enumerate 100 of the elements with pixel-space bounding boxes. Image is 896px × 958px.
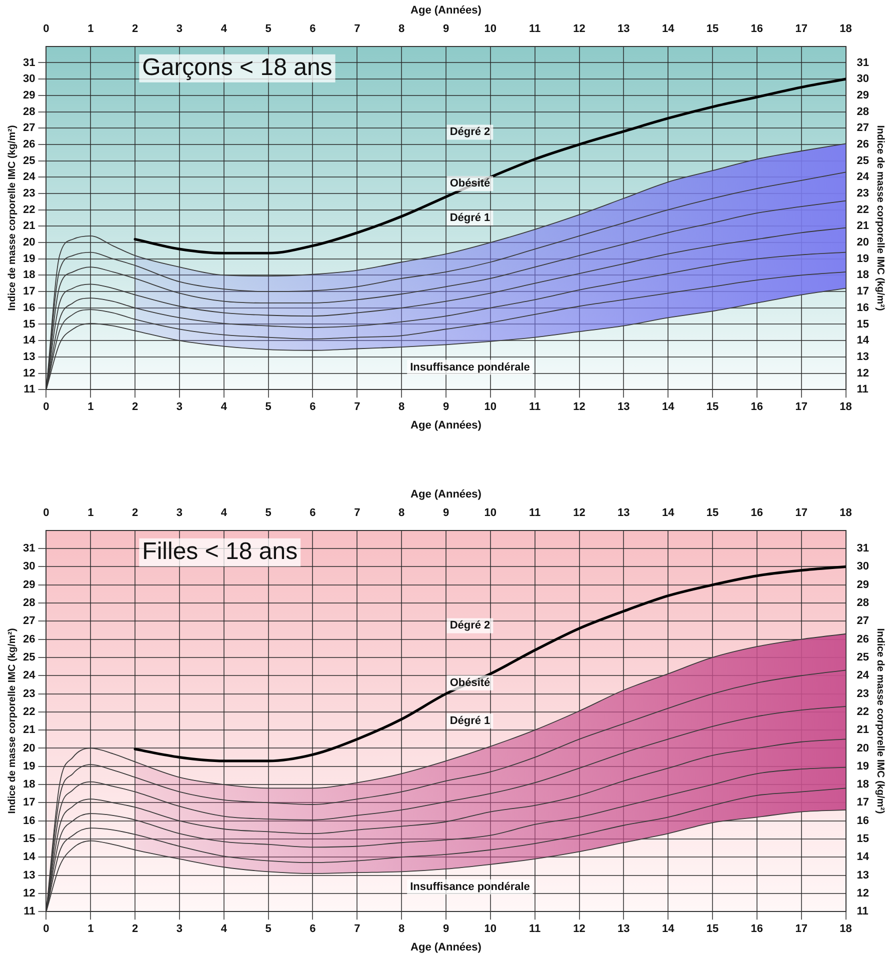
y2-tick-label: 18 (856, 778, 870, 791)
annotation: Obésité (450, 676, 490, 689)
y-tick-label: 18 (22, 778, 36, 791)
x-tick-label: 18 (840, 506, 852, 519)
x-tick-label: 3 (176, 506, 183, 519)
y2-tick-label: 17 (856, 286, 870, 298)
y2-tick-label: 16 (856, 302, 870, 314)
annotation: Dégré 1 (450, 715, 490, 728)
x2-tick-label: 16 (750, 923, 764, 936)
y-tick-label: 27 (22, 615, 36, 628)
x2-tick-label: 1 (88, 401, 94, 414)
x-tick-label: 12 (573, 22, 586, 35)
x-tick-label: 15 (706, 506, 719, 519)
x2-tick-label: 4 (220, 401, 228, 414)
y-tick-label: 28 (22, 597, 36, 610)
x-tick-label: 17 (795, 22, 808, 35)
x2-tick-label: 11 (529, 401, 541, 414)
y-tick-label: 29 (22, 89, 36, 102)
y2-tick-label: 29 (856, 89, 870, 102)
y2-tick-label: 25 (856, 154, 870, 167)
line-series (134, 565, 846, 762)
y-tick-label: 17 (22, 796, 36, 809)
y2-tick-label: 13 (856, 869, 870, 882)
y-tick-label: 24 (22, 670, 36, 682)
y2-tick-label: 28 (856, 106, 870, 118)
x2-tick-label: 8 (398, 923, 405, 936)
x-tick-label: 0 (43, 506, 50, 519)
x-tick-label: 17 (795, 506, 808, 519)
y-tick-label: 25 (22, 154, 36, 167)
x2-tick-label: 16 (750, 401, 764, 414)
x-tick-label: 10 (484, 22, 497, 35)
x-tick-label: 11 (529, 506, 541, 519)
x-tick-label: 13 (618, 22, 630, 35)
x2-tick-label: 0 (43, 923, 50, 936)
annotation: Insuffisance pondérale (410, 361, 530, 374)
x2-tick-label: 9 (442, 401, 450, 414)
y2-tick-label: 14 (856, 334, 870, 347)
x2-tick-label: 7 (354, 923, 360, 936)
y2-tick-label: 12 (856, 887, 870, 900)
x-tick-label: 0 (43, 22, 50, 35)
y2-tick-label: 25 (856, 652, 870, 664)
x2-tick-label: 3 (176, 401, 183, 414)
y2-tick-label: 27 (856, 615, 870, 628)
x2-tick-label: 13 (618, 401, 630, 414)
x-tick-label: 12 (573, 506, 586, 519)
y2-tick-label: 16 (856, 814, 870, 827)
x-tick-label: 9 (442, 506, 450, 519)
y-tick-label: 24 (22, 171, 36, 184)
x2-tick-label: 3 (176, 923, 183, 936)
y-tick-label: 25 (22, 652, 36, 664)
x2-tick-label: 7 (354, 401, 360, 414)
y-tick-label: 11 (24, 384, 36, 396)
x-tick-label: 9 (442, 22, 450, 35)
y2-tick-label: 30 (856, 560, 870, 573)
y-tick-label: 23 (22, 688, 36, 700)
x-tick-label: 2 (132, 506, 138, 519)
y-tick-label: 31 (22, 542, 36, 555)
y-tick-label: 19 (22, 760, 36, 772)
x-axis-title: Age (Années) (410, 419, 482, 432)
x-tick-label: 3 (176, 22, 183, 35)
x2-tick-label: 18 (840, 401, 852, 414)
y2-tick-label: 31 (856, 542, 870, 555)
y2-axis-title: Indice de masse corporelle IMC (kg/m²) (874, 125, 886, 311)
x-tick-label: 15 (706, 22, 719, 35)
y-axis-title: Indice de masse corporelle IMC (kg/m²) (6, 125, 18, 311)
y-tick-label: 14 (22, 334, 36, 347)
y-tick-label: 20 (22, 236, 36, 249)
y-tick-label: 12 (22, 367, 36, 380)
annotation: Dégré 2 (450, 620, 490, 632)
y-tick-label: 16 (22, 302, 36, 314)
y2-tick-label: 27 (856, 122, 870, 134)
x2-tick-label: 10 (484, 401, 497, 414)
y-tick-label: 18 (22, 269, 36, 282)
x-tick-label: 7 (354, 506, 360, 519)
y-tick-label: 27 (22, 122, 36, 134)
x2-tick-label: 12 (573, 401, 586, 414)
y-tick-label: 21 (22, 220, 36, 232)
y2-tick-label: 24 (856, 171, 870, 184)
y2-tick-label: 21 (856, 220, 870, 232)
x2-tick-label: 1 (88, 923, 94, 936)
y2-tick-label: 22 (856, 706, 870, 718)
y2-tick-label: 12 (856, 367, 870, 380)
x2-tick-label: 17 (795, 923, 808, 936)
x-tick-label: 7 (354, 22, 360, 35)
x2-tick-label: 14 (662, 401, 676, 414)
x2-tick-label: 10 (484, 923, 497, 936)
x2-axis-title: Age (Années) (410, 4, 482, 17)
y2-tick-label: 23 (856, 688, 870, 700)
annotation: Dégré 1 (450, 212, 490, 224)
y2-tick-label: 13 (856, 350, 870, 363)
y2-tick-label: 20 (856, 236, 870, 249)
x2-tick-label: 15 (706, 401, 719, 414)
y2-tick-label: 22 (856, 204, 870, 216)
y2-tick-label: 19 (856, 252, 870, 265)
x2-tick-label: 2 (132, 923, 138, 936)
x-tick-label: 5 (265, 506, 272, 519)
y-tick-label: 11 (24, 906, 36, 918)
x-tick-label: 13 (618, 506, 630, 519)
y2-tick-label: 17 (856, 796, 870, 809)
x2-tick-label: 0 (43, 401, 50, 414)
